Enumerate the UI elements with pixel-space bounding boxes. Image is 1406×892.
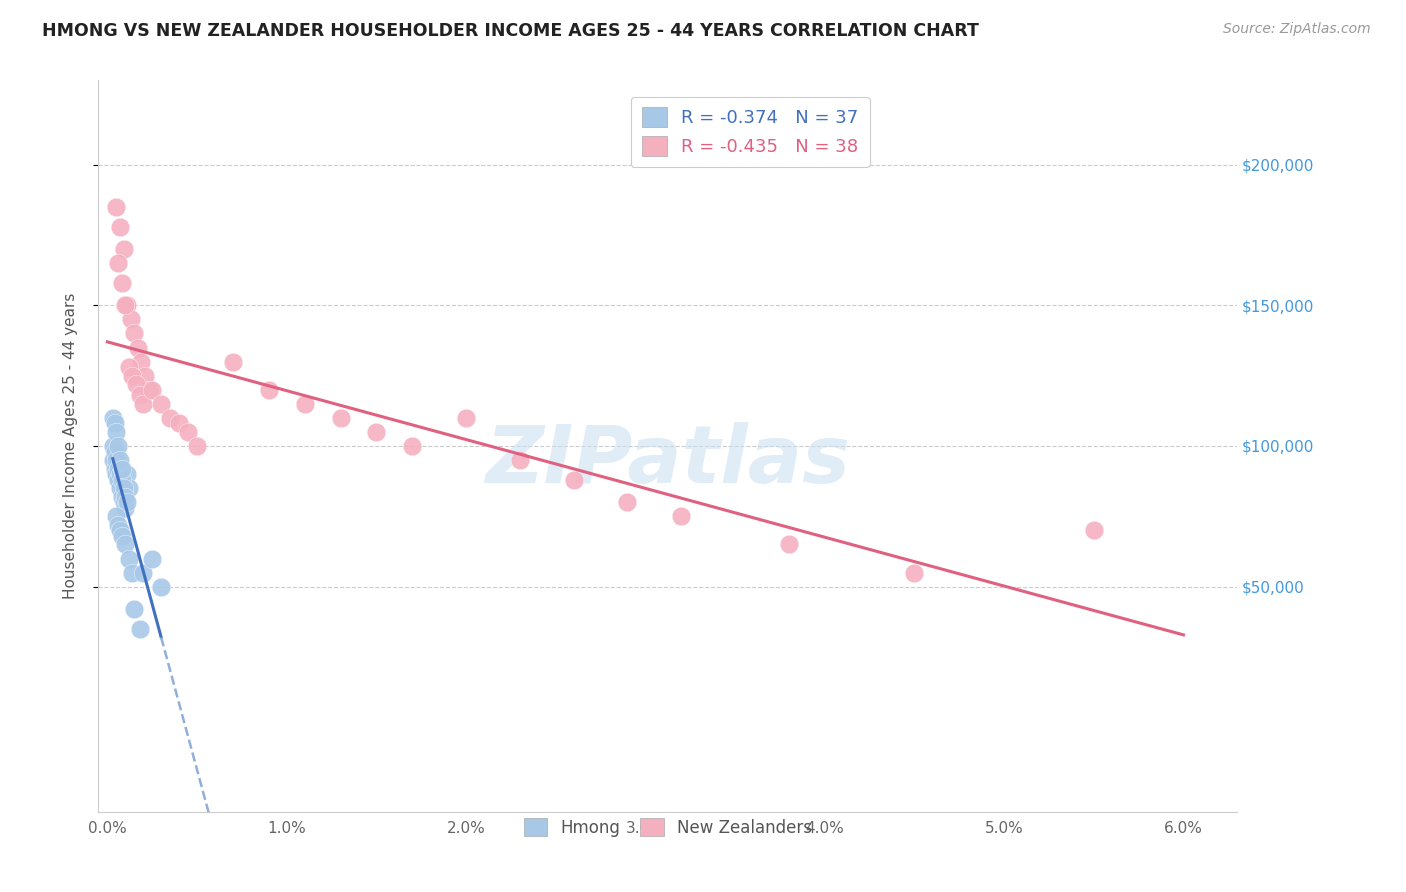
Point [112, 242, 135, 256]
Point [138, 383, 160, 397]
Point [103, 417, 125, 431]
Point [103, 461, 125, 475]
Point [132, 397, 155, 411]
Point [671, 509, 693, 524]
Point [562, 473, 585, 487]
Point [294, 397, 316, 411]
Point [114, 537, 136, 551]
Point [114, 490, 136, 504]
Point [124, 602, 146, 616]
Text: Source: ZipAtlas.com: Source: ZipAtlas.com [1223, 22, 1371, 37]
Point [454, 410, 477, 425]
Point [111, 490, 134, 504]
Point [167, 417, 190, 431]
Point [124, 326, 146, 341]
Point [101, 439, 124, 453]
Point [509, 453, 531, 467]
Point [114, 500, 136, 515]
Legend: Hmong, New Zealanders: Hmong, New Zealanders [517, 812, 818, 844]
Point [105, 509, 128, 524]
Point [115, 298, 138, 312]
Point [112, 481, 135, 495]
Point [118, 551, 141, 566]
Point [118, 360, 141, 375]
Point [159, 410, 181, 425]
Point [134, 368, 156, 383]
Point [115, 467, 138, 482]
Point [903, 566, 925, 580]
Point [132, 566, 155, 580]
Point [401, 439, 423, 453]
Point [121, 368, 143, 383]
Point [107, 461, 129, 475]
Point [111, 461, 134, 475]
Point [105, 453, 128, 467]
Point [257, 383, 280, 397]
Point [1083, 524, 1105, 538]
Point [121, 566, 143, 580]
Point [125, 377, 148, 392]
Point [108, 219, 131, 234]
Point [101, 410, 124, 425]
Y-axis label: Householder Income Ages 25 - 44 years: Householder Income Ages 25 - 44 years [63, 293, 77, 599]
Point [112, 495, 135, 509]
Point [118, 481, 141, 495]
Point [128, 622, 150, 636]
Point [111, 529, 134, 543]
Point [141, 551, 163, 566]
Point [105, 200, 128, 214]
Point [778, 537, 800, 551]
Point [108, 524, 131, 538]
Point [107, 473, 129, 487]
Point [111, 473, 134, 487]
Point [105, 467, 128, 482]
Text: HMONG VS NEW ZEALANDER HOUSEHOLDER INCOME AGES 25 - 44 YEARS CORRELATION CHART: HMONG VS NEW ZEALANDER HOUSEHOLDER INCOM… [42, 22, 979, 40]
Point [103, 444, 125, 458]
Point [128, 388, 150, 402]
Point [114, 298, 136, 312]
Point [115, 495, 138, 509]
Point [222, 354, 245, 368]
Point [131, 354, 153, 368]
Point [105, 425, 128, 439]
Point [616, 495, 638, 509]
Text: ZIPatlas: ZIPatlas [485, 422, 851, 500]
Point [111, 276, 134, 290]
Point [141, 383, 163, 397]
Point [177, 425, 200, 439]
Point [107, 439, 129, 453]
Point [107, 256, 129, 270]
Point [150, 580, 173, 594]
Point [329, 410, 352, 425]
Point [107, 517, 129, 532]
Point [108, 481, 131, 495]
Point [120, 312, 142, 326]
Point [186, 439, 208, 453]
Point [366, 425, 388, 439]
Point [101, 453, 124, 467]
Point [108, 467, 131, 482]
Point [127, 341, 149, 355]
Point [108, 453, 131, 467]
Point [150, 397, 173, 411]
